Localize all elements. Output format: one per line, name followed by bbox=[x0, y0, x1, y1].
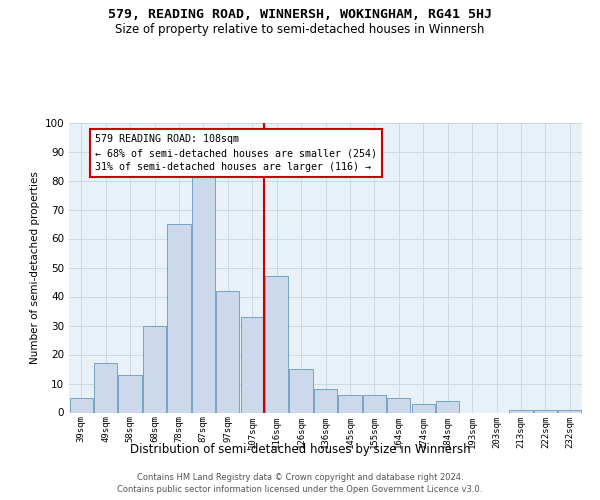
Bar bbox=[436, 401, 459, 412]
Text: Size of property relative to semi-detached houses in Winnersh: Size of property relative to semi-detach… bbox=[115, 22, 485, 36]
Bar bbox=[265, 276, 288, 412]
Bar bbox=[363, 395, 386, 412]
Bar bbox=[338, 395, 362, 412]
Text: 579 READING ROAD: 108sqm
← 68% of semi-detached houses are smaller (254)
31% of : 579 READING ROAD: 108sqm ← 68% of semi-d… bbox=[95, 134, 377, 172]
Bar bbox=[241, 317, 264, 412]
Bar bbox=[289, 369, 313, 412]
Bar bbox=[143, 326, 166, 412]
Text: Contains HM Land Registry data © Crown copyright and database right 2024.: Contains HM Land Registry data © Crown c… bbox=[137, 472, 463, 482]
Bar bbox=[167, 224, 191, 412]
Bar bbox=[70, 398, 93, 412]
Bar bbox=[216, 290, 239, 412]
Bar bbox=[534, 410, 557, 412]
Bar bbox=[387, 398, 410, 412]
Text: Contains public sector information licensed under the Open Government Licence v3: Contains public sector information licen… bbox=[118, 485, 482, 494]
Bar bbox=[412, 404, 435, 412]
Bar bbox=[558, 410, 581, 412]
Bar bbox=[118, 375, 142, 412]
Text: 579, READING ROAD, WINNERSH, WOKINGHAM, RG41 5HJ: 579, READING ROAD, WINNERSH, WOKINGHAM, … bbox=[108, 8, 492, 20]
Bar bbox=[509, 410, 533, 412]
Y-axis label: Number of semi-detached properties: Number of semi-detached properties bbox=[31, 171, 40, 364]
Text: Distribution of semi-detached houses by size in Winnersh: Distribution of semi-detached houses by … bbox=[130, 442, 470, 456]
Bar bbox=[192, 172, 215, 412]
Bar bbox=[314, 390, 337, 412]
Bar bbox=[94, 363, 117, 412]
